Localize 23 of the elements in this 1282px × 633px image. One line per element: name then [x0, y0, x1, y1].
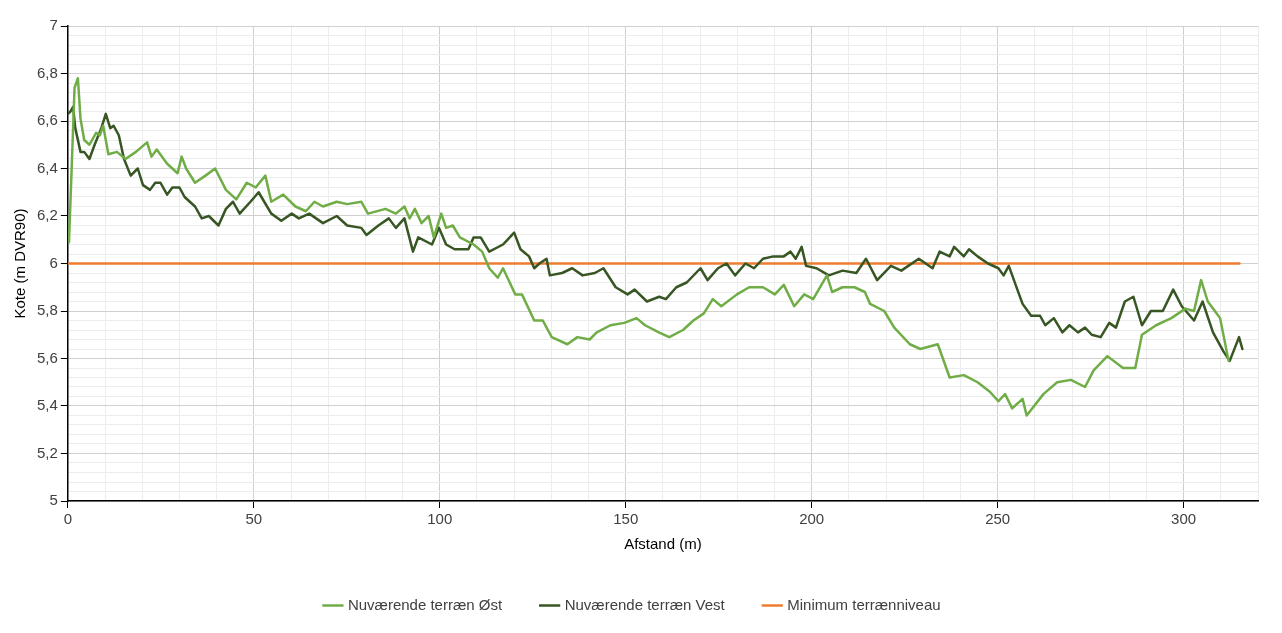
y-tick-label: 5,6 — [36, 348, 58, 366]
legend-label: Nuværende terræn Vest — [564, 595, 726, 613]
y-tick-label: 7 — [49, 16, 58, 34]
legend-label: Nuværende terræn Øst — [347, 595, 503, 613]
y-tick-label: 5 — [49, 491, 58, 509]
x-axis-title: Afstand (m) — [624, 535, 702, 553]
x-tick-label: 300 — [1171, 510, 1197, 528]
x-tick-label: 200 — [799, 510, 825, 528]
y-tick-label: 6,6 — [36, 111, 58, 129]
x-tick-label: 150 — [613, 510, 639, 528]
x-tick-label: 0 — [63, 510, 73, 528]
y-tick-label: 6,4 — [36, 158, 58, 176]
y-axis-title: Kote (m DVR90) — [11, 208, 29, 319]
x-tick-label: 250 — [985, 510, 1011, 528]
y-tick-label: 6,2 — [36, 206, 58, 224]
x-tick-label: 50 — [245, 510, 263, 528]
y-tick-label: 5,8 — [36, 301, 58, 319]
y-tick-label: 5,4 — [36, 396, 58, 414]
y-tick-label: 5,2 — [36, 443, 58, 461]
x-tick-label: 100 — [427, 510, 453, 528]
y-tick-label: 6,8 — [36, 63, 58, 81]
legend-label: Minimum terrænniveau — [787, 595, 941, 613]
y-tick-label: 6 — [49, 253, 58, 271]
